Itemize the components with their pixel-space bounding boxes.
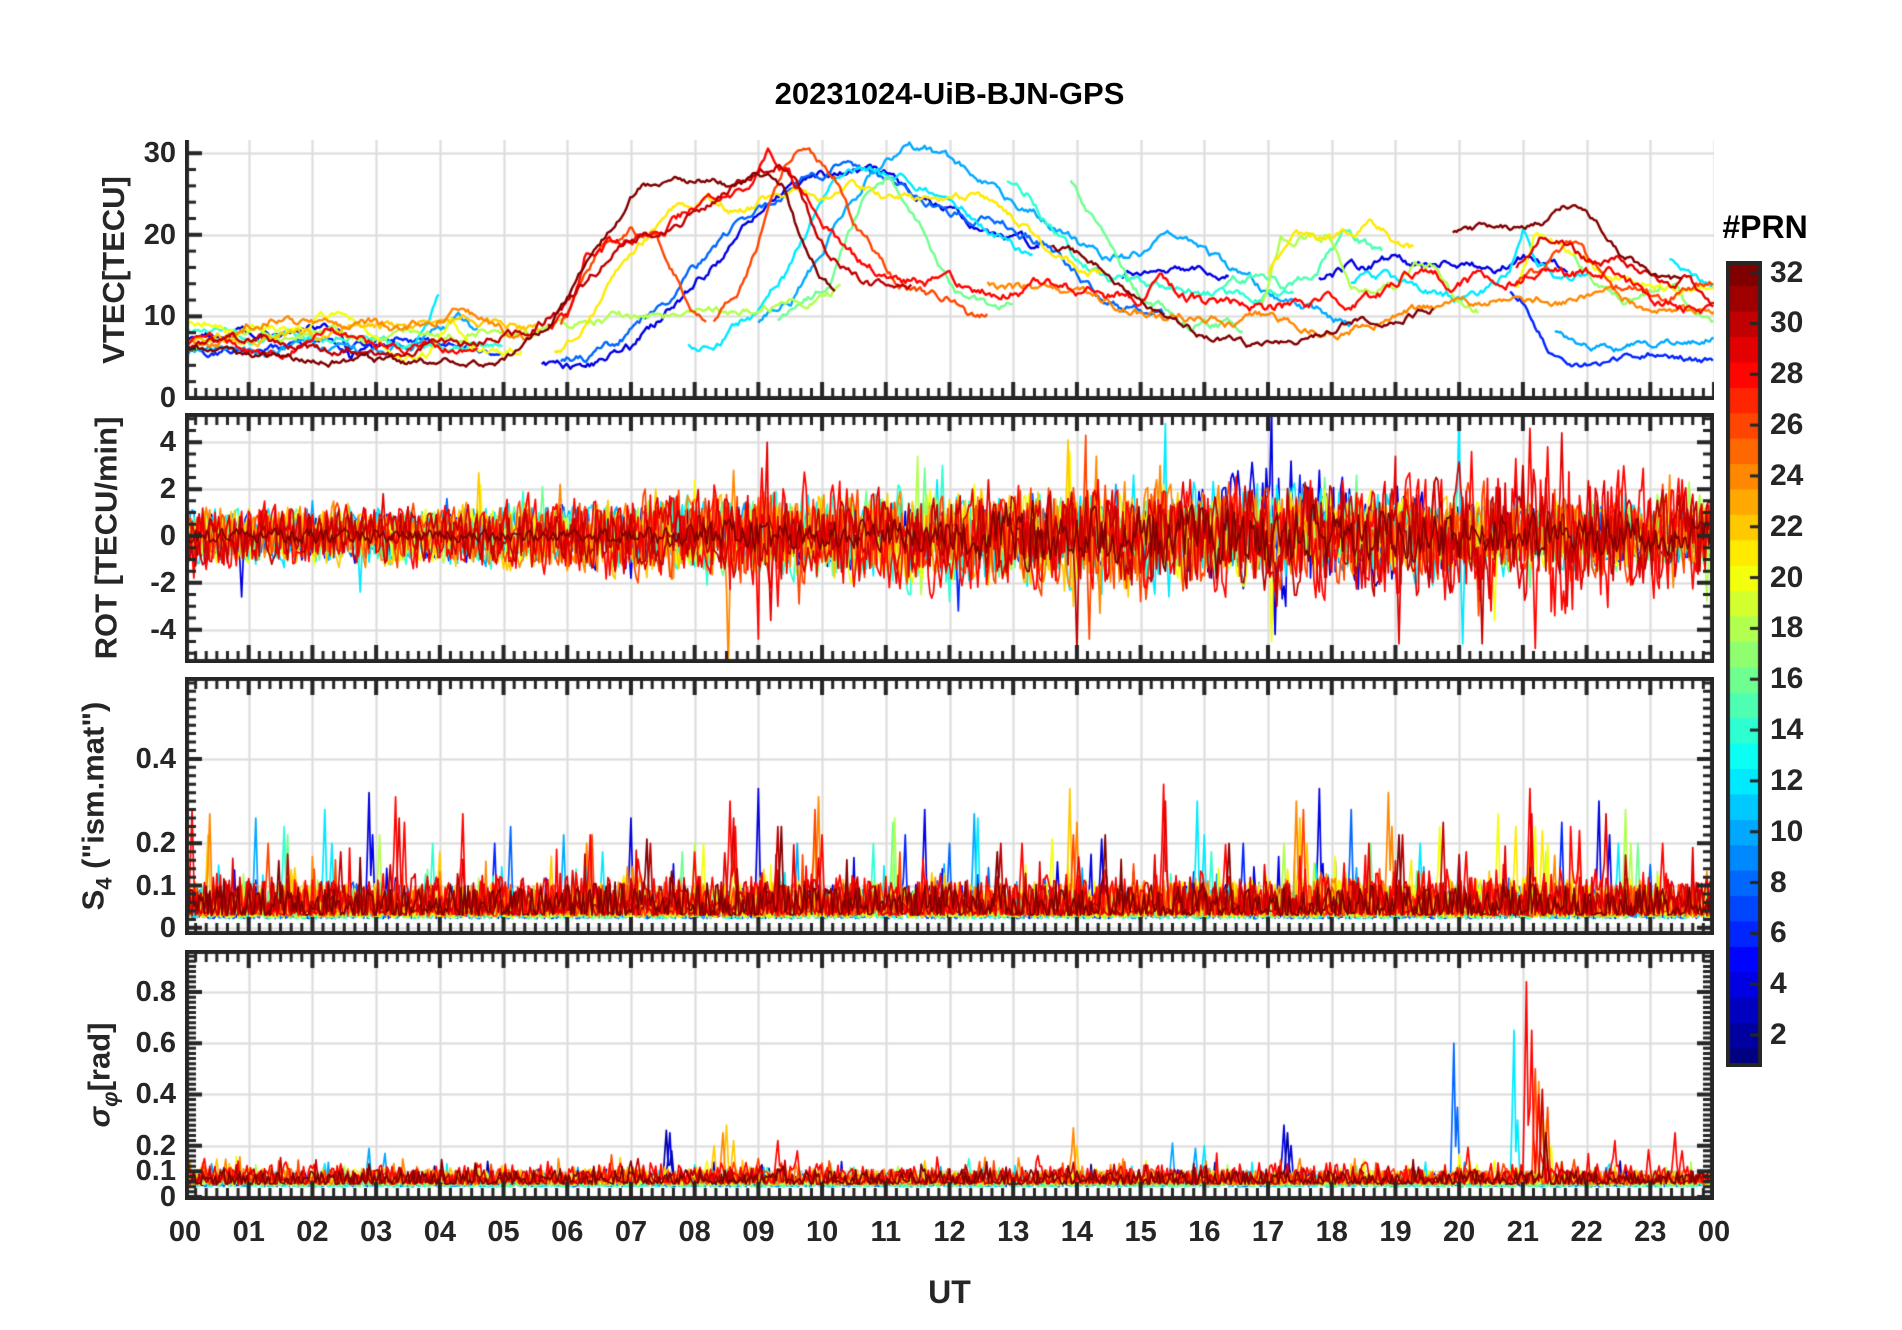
colorbar-tick-label: 12 [1770,763,1804,797]
x-tick-label: 13 [997,1216,1030,1248]
vtec-axis-label: VTEC[TECU] [96,176,131,364]
y-tick-label: 0.1 [135,1155,176,1188]
x-tick-label: 05 [487,1216,520,1248]
x-tick-label: 23 [1634,1216,1667,1248]
y-tick-label: 0.8 [135,976,176,1008]
colorbar-tick-label: 24 [1770,458,1804,492]
y-tick-label: 0 [159,381,176,414]
colorbar-tick-label: 16 [1770,662,1804,696]
colorbar-tick-label: 8 [1770,865,1787,899]
vtec-panel [185,140,1714,400]
x-tick-label: 06 [551,1216,584,1248]
y-tick-label: 0.2 [135,1129,176,1162]
x-tick-label: 11 [870,1216,902,1248]
x-tick-label: 12 [933,1216,966,1248]
y-tick-label: 10 [143,300,176,333]
colorbar-tick-label: 6 [1770,916,1787,950]
x-tick-label: 01 [232,1216,265,1248]
y-tick-label: 0 [159,1180,176,1213]
x-tick-label: 03 [359,1216,393,1248]
x-tick-label: 17 [1251,1216,1285,1248]
colorbar-tick-label: 28 [1770,357,1804,391]
y-tick-label: -4 [150,613,176,646]
x-tick-label: 09 [742,1216,775,1248]
y-tick-label: 0.6 [135,1027,176,1060]
x-tick-label: 10 [805,1216,839,1248]
colorbar-tick-label: 22 [1770,509,1804,543]
y-tick-label: 0.4 [135,742,176,775]
x-tick-label: 02 [296,1216,329,1248]
colorbar-tick-label: 18 [1770,611,1804,645]
sigma-panel [185,950,1714,1200]
y-tick-label: 0.4 [135,1078,176,1111]
y-tick-label: 0.1 [135,869,176,902]
x-tick-label: 08 [678,1216,711,1248]
colorbar-title: #PRN [1722,209,1808,245]
chart-title: 20231024-UiB-BJN-GPS [774,76,1125,111]
x-tick-label: 21 [1506,1216,1539,1248]
x-tick-label: 07 [614,1216,648,1248]
y-tick-label: -2 [150,566,176,599]
x-tick-label: 18 [1315,1216,1348,1248]
x-tick-label: 04 [423,1216,456,1248]
x-tick-label: 20 [1443,1216,1476,1248]
colorbar-tick-label: 14 [1770,713,1804,747]
y-tick-label: 0.2 [135,827,176,860]
s4-panel [185,677,1714,935]
x-tick-label: 14 [1060,1216,1094,1248]
colorbar-tick-label: 10 [1770,814,1804,848]
sigma-plot-canvas [185,950,1714,1200]
colorbar-tick-label: 32 [1770,255,1804,289]
colorbar-tick-label: 2 [1770,1018,1787,1052]
x-tick-label: 16 [1188,1216,1221,1248]
x-tick-label: 15 [1124,1216,1157,1248]
colorbar-tick-label: 4 [1770,967,1787,1001]
colorbar-tick-label: 30 [1770,306,1804,340]
s4-plot-canvas [185,677,1714,935]
colorbar-tick-label: 26 [1770,408,1804,442]
y-tick-label: 30 [143,137,176,170]
rot-panel [185,413,1714,663]
y-tick-label: 2 [159,473,176,506]
x-tick-label: 00 [168,1216,202,1248]
vtec-plot-canvas [185,140,1714,400]
x-tick-label: 00 [1697,1216,1731,1248]
colorbar-tick-label: 20 [1770,560,1804,594]
x-tick-label: 22 [1570,1216,1603,1248]
x-tick-label: 19 [1379,1216,1412,1248]
x-axis-label: UT [928,1274,971,1310]
y-tick-label: 20 [143,218,176,251]
rot-plot-canvas [185,413,1714,663]
y-tick-label: 0 [159,520,176,552]
y-tick-label: 4 [159,426,176,459]
y-tick-label: 0 [159,911,176,944]
colorbar [1726,261,1762,1067]
